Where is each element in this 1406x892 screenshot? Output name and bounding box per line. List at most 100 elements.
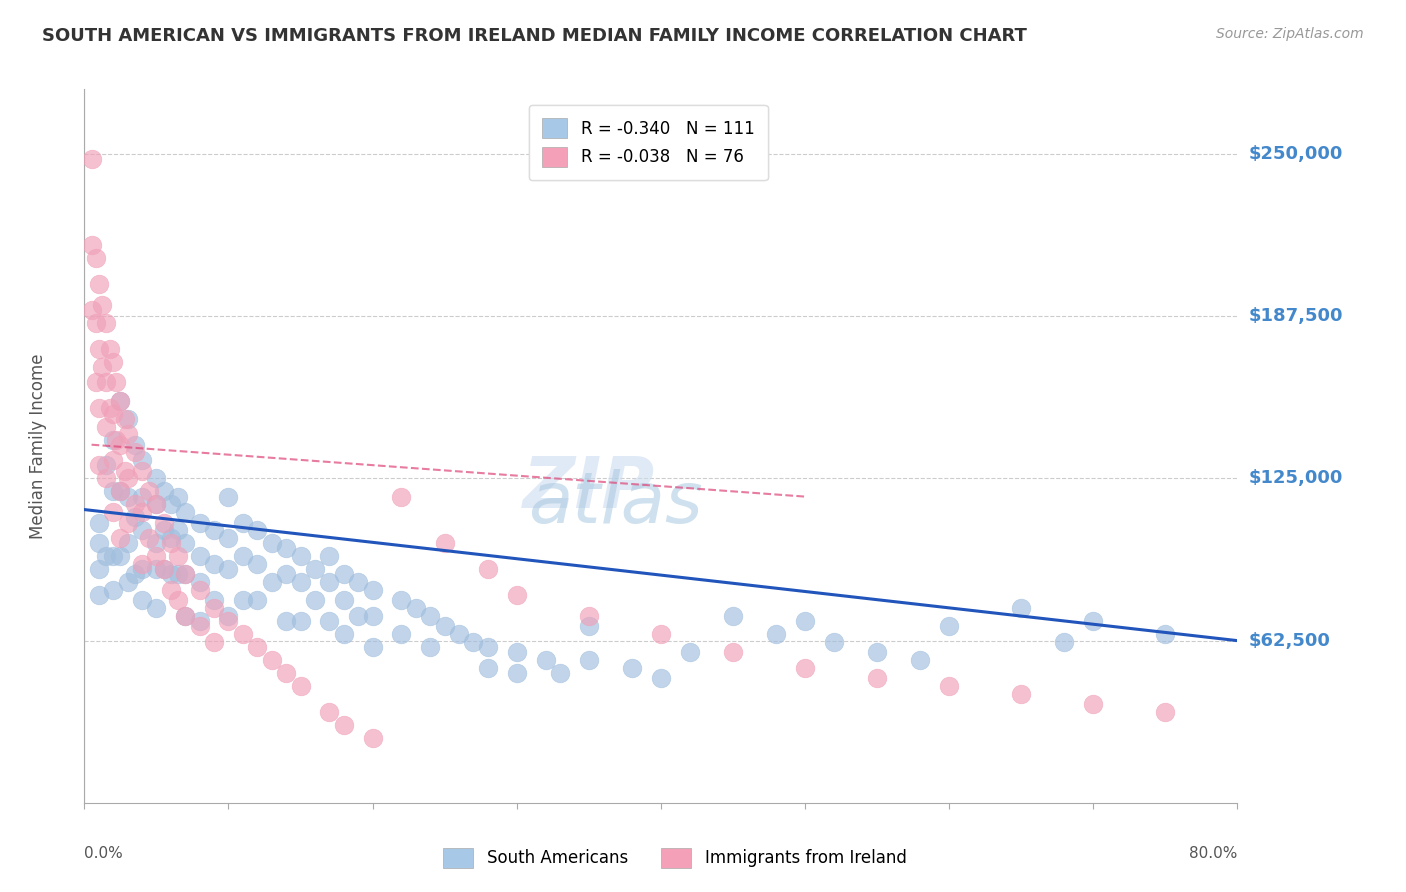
Point — [260, 653, 283, 667]
Point — [145, 601, 167, 615]
Point — [160, 497, 183, 511]
Point — [117, 490, 139, 504]
Point — [290, 549, 312, 564]
Point — [276, 567, 298, 582]
Point — [202, 635, 225, 649]
Point — [131, 453, 153, 467]
Point — [318, 575, 340, 590]
Point — [361, 640, 384, 654]
Point — [167, 549, 190, 564]
Point — [138, 484, 160, 499]
Point — [1053, 635, 1076, 649]
Point — [117, 575, 139, 590]
Point — [361, 609, 384, 624]
Point — [548, 666, 571, 681]
Point — [218, 562, 240, 576]
Point — [87, 401, 110, 416]
Point — [391, 627, 413, 641]
Point — [304, 593, 326, 607]
Point — [174, 567, 197, 582]
Point — [84, 316, 107, 330]
Point — [188, 516, 211, 530]
Point — [218, 609, 240, 624]
Point — [174, 609, 197, 624]
Point — [110, 549, 132, 564]
Point — [433, 536, 456, 550]
Point — [866, 645, 889, 659]
Point — [87, 458, 110, 473]
Point — [167, 524, 190, 538]
Point — [110, 531, 132, 545]
Point — [152, 484, 174, 499]
Point — [105, 376, 128, 390]
Point — [94, 458, 117, 473]
Point — [361, 582, 384, 597]
Point — [87, 588, 110, 602]
Point — [90, 359, 112, 374]
Point — [391, 490, 413, 504]
Point — [650, 627, 672, 641]
Point — [260, 575, 283, 590]
Point — [152, 562, 174, 576]
Point — [1083, 697, 1105, 711]
Point — [333, 627, 356, 641]
Point — [246, 640, 269, 654]
Point — [232, 593, 254, 607]
Point — [823, 635, 845, 649]
Point — [1010, 601, 1032, 615]
Text: $62,500: $62,500 — [1249, 632, 1330, 649]
Point — [131, 524, 153, 538]
Text: atlas: atlas — [529, 468, 703, 538]
Point — [188, 582, 211, 597]
Point — [477, 661, 499, 675]
Point — [650, 671, 672, 685]
Point — [145, 471, 167, 485]
Point — [794, 614, 817, 628]
Point — [131, 593, 153, 607]
Point — [94, 419, 117, 434]
Point — [188, 575, 211, 590]
Point — [103, 484, 124, 499]
Point — [138, 531, 160, 545]
Point — [938, 619, 960, 633]
Point — [290, 679, 312, 693]
Point — [202, 593, 225, 607]
Text: $187,500: $187,500 — [1249, 307, 1343, 326]
Point — [419, 609, 441, 624]
Point — [94, 549, 117, 564]
Point — [391, 593, 413, 607]
Text: 80.0%: 80.0% — [1189, 846, 1237, 861]
Point — [333, 718, 356, 732]
Point — [160, 536, 183, 550]
Point — [103, 407, 124, 421]
Point — [578, 609, 600, 624]
Point — [145, 549, 167, 564]
Point — [145, 497, 167, 511]
Point — [218, 490, 240, 504]
Point — [333, 567, 356, 582]
Point — [463, 635, 485, 649]
Point — [87, 277, 110, 291]
Point — [98, 401, 121, 416]
Point — [152, 562, 174, 576]
Point — [506, 588, 529, 602]
Point — [90, 297, 112, 311]
Point — [721, 609, 744, 624]
Point — [938, 679, 960, 693]
Point — [174, 567, 197, 582]
Point — [290, 614, 312, 628]
Point — [103, 433, 124, 447]
Point — [80, 153, 103, 167]
Point — [87, 562, 110, 576]
Point — [1083, 614, 1105, 628]
Point — [534, 653, 557, 667]
Point — [145, 497, 167, 511]
Point — [131, 490, 153, 504]
Point — [433, 619, 456, 633]
Point — [506, 645, 529, 659]
Text: ZIP: ZIP — [523, 454, 655, 524]
Point — [124, 445, 146, 459]
Point — [174, 505, 197, 519]
Point — [110, 438, 132, 452]
Point — [1154, 627, 1177, 641]
